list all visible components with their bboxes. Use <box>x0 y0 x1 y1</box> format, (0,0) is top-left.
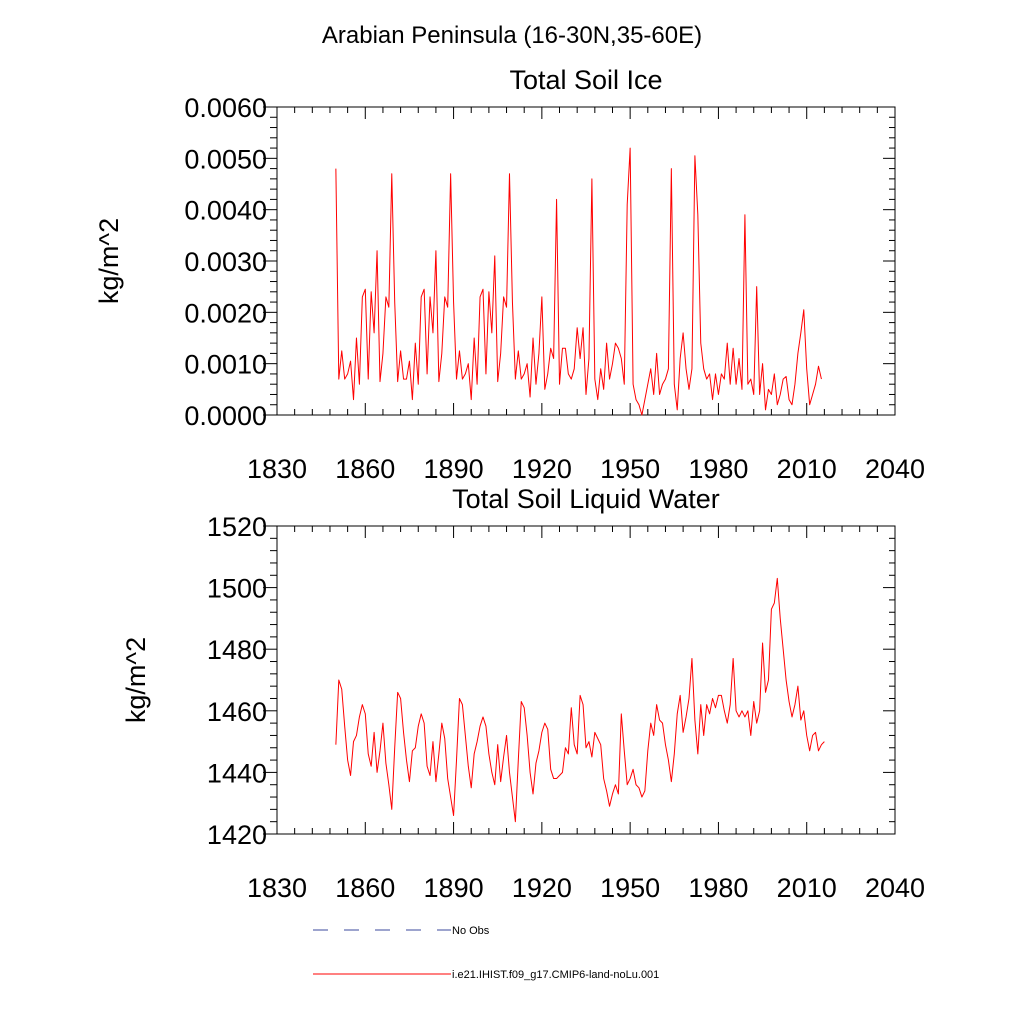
chart-title: Total Soil Liquid Water <box>452 484 720 514</box>
x-tick-label: 1830 <box>247 873 307 903</box>
y-tick-label: 0.0030 <box>184 247 267 277</box>
y-tick-label: 1500 <box>207 574 267 604</box>
y-tick-label: 1480 <box>207 635 267 665</box>
series-line <box>335 577 825 823</box>
y-tick-label: 0.0050 <box>184 144 267 174</box>
legend: No Obs i.e21.IHIST.f09_g17.CMIP6-land-no… <box>313 925 659 981</box>
x-tick-label: 1980 <box>688 873 748 903</box>
y-tick-label: 0.0010 <box>184 350 267 380</box>
plot-frame <box>276 106 896 416</box>
x-tick-label: 1920 <box>512 454 572 484</box>
page-title: Arabian Peninsula (16-30N,35-60E) <box>322 22 702 49</box>
x-tick-label: 1860 <box>335 454 395 484</box>
y-tick-label: 0.0060 <box>184 93 267 123</box>
legend-item-no-obs: No Obs <box>313 925 490 937</box>
y-axis-label: kg/m^2 <box>121 637 151 723</box>
chart-title: Total Soil Ice <box>509 65 662 95</box>
legend-item-model-run: i.e21.IHIST.f09_g17.CMIP6-land-noLu.001 <box>313 969 659 981</box>
y-tick-label: 1520 <box>207 512 267 542</box>
y-tick-label: 1460 <box>207 697 267 727</box>
legend-label-model-run: i.e21.IHIST.f09_g17.CMIP6-land-noLu.001 <box>452 969 659 981</box>
x-tick-label: 1830 <box>247 454 307 484</box>
legend-label-no-obs: No Obs <box>452 925 490 937</box>
x-tick-label: 1890 <box>424 873 484 903</box>
y-tick-label: 0.0040 <box>184 196 267 226</box>
x-tick-label: 2040 <box>865 454 925 484</box>
x-tick-label: 1950 <box>600 873 660 903</box>
x-tick-label: 1980 <box>688 454 748 484</box>
y-tick-label: 0.0020 <box>184 298 267 328</box>
chart-total-soil-ice: Total Soil Ice kg/m^2 1830 1860 1890 1920 1950… <box>94 65 925 484</box>
x-tick-label: 1950 <box>600 454 660 484</box>
x-tick-label: 2010 <box>777 873 837 903</box>
x-tick-label: 1860 <box>335 873 395 903</box>
y-tick-label: 1420 <box>207 820 267 850</box>
y-axis-label: kg/m^2 <box>94 218 124 304</box>
plot-frame <box>276 525 896 835</box>
x-tick-label: 1920 <box>512 873 572 903</box>
x-tick-label: 1890 <box>424 454 484 484</box>
x-tick-label: 2010 <box>777 454 837 484</box>
y-tick-label: 1440 <box>207 758 267 788</box>
series-line <box>335 147 822 416</box>
x-tick-label: 2040 <box>865 873 925 903</box>
y-tick-label: 0.0000 <box>184 401 267 431</box>
chart-total-soil-liquid-water: Total Soil Liquid Water kg/m^2 1830 1860 189… <box>121 484 925 903</box>
